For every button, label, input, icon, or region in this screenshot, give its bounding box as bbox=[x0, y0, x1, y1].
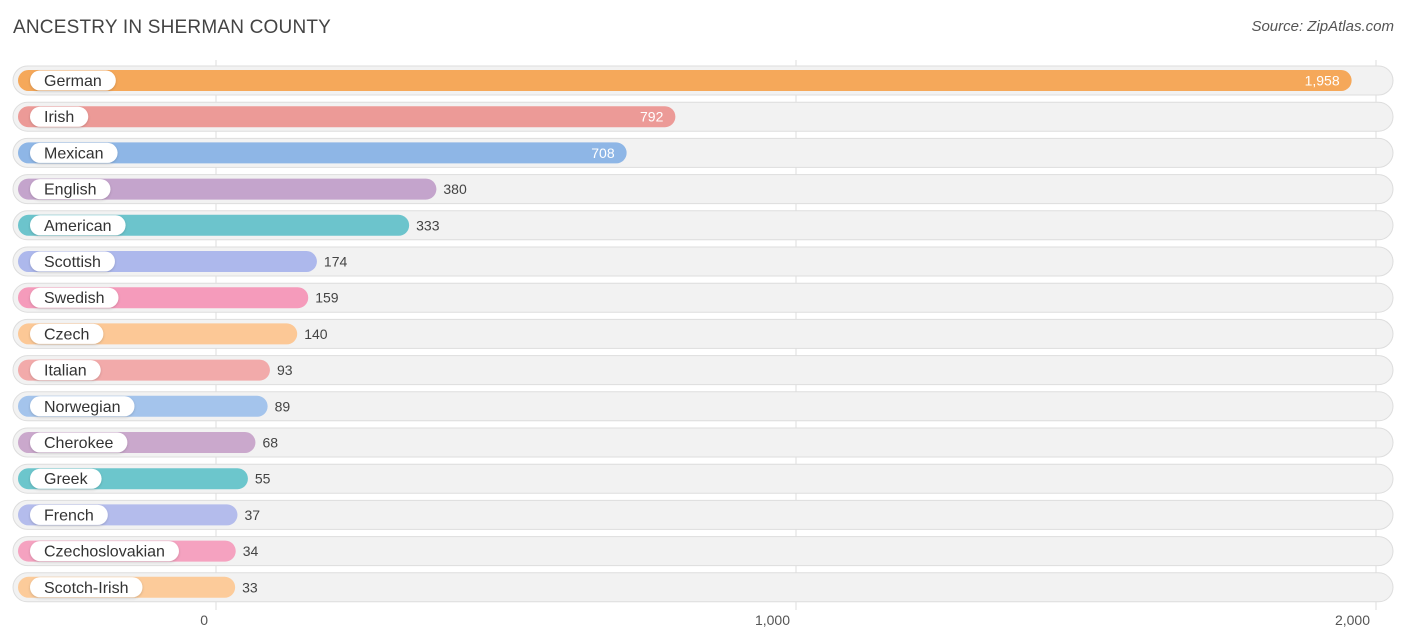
x-tick-label: 1,000 bbox=[755, 612, 790, 628]
value-label: 68 bbox=[262, 435, 278, 451]
value-label: 89 bbox=[275, 398, 291, 414]
bar-track bbox=[12, 282, 1394, 313]
bar-row: Norwegian 89 bbox=[12, 391, 1394, 422]
bar-rows: German 1,958 Irish 792 Mexican 708 English 380 A… bbox=[12, 65, 1394, 603]
bar-track bbox=[12, 318, 1394, 349]
category-label-pill bbox=[30, 215, 126, 236]
category-label-pill bbox=[30, 142, 118, 163]
category-label-pill bbox=[30, 251, 115, 272]
category-label: Greek bbox=[44, 471, 89, 488]
category-label-pill bbox=[30, 287, 119, 308]
category-label-pill bbox=[30, 504, 108, 525]
bar-row: Irish 792 bbox=[12, 101, 1394, 132]
bar-track bbox=[12, 463, 1394, 494]
category-label-pill bbox=[30, 577, 143, 598]
category-label: Swedish bbox=[44, 290, 104, 307]
value-label: 37 bbox=[244, 507, 260, 523]
bar-row: American 333 bbox=[12, 210, 1394, 241]
value-label: 1,958 bbox=[1305, 73, 1340, 89]
bar-track bbox=[12, 246, 1394, 277]
category-label: Italian bbox=[44, 363, 87, 380]
bar-row: Swedish 159 bbox=[12, 282, 1394, 313]
value-label: 792 bbox=[640, 109, 664, 125]
bar-row: Italian 93 bbox=[12, 355, 1394, 386]
value-label: 140 bbox=[304, 326, 328, 342]
category-label: Scottish bbox=[44, 254, 101, 271]
bar-row: Greek 55 bbox=[12, 463, 1394, 494]
category-label: Mexican bbox=[44, 145, 104, 162]
bar-track bbox=[12, 427, 1394, 458]
category-label: Norwegian bbox=[44, 399, 120, 416]
bar-row: Scotch-Irish 33 bbox=[12, 572, 1394, 603]
category-label-pill bbox=[30, 70, 116, 91]
bar-row: English 380 bbox=[12, 174, 1394, 205]
category-label-pill bbox=[30, 432, 128, 453]
category-label-pill bbox=[30, 541, 179, 562]
bar-row: Cherokee 68 bbox=[12, 427, 1394, 458]
category-label: French bbox=[44, 507, 94, 524]
category-label-pill bbox=[30, 323, 104, 344]
category-label: Czechoslovakian bbox=[44, 544, 165, 561]
bar bbox=[18, 106, 676, 128]
value-label: 708 bbox=[591, 145, 615, 161]
bar-track bbox=[12, 391, 1394, 422]
bar-row: Mexican 708 bbox=[12, 137, 1394, 168]
bar bbox=[18, 70, 1352, 91]
bar-row: Czech 140 bbox=[12, 318, 1394, 349]
value-label: 380 bbox=[443, 181, 467, 197]
category-label: English bbox=[44, 182, 96, 199]
category-label: American bbox=[44, 218, 112, 235]
source-credit: Source: ZipAtlas.com bbox=[1251, 18, 1394, 35]
value-label: 93 bbox=[277, 362, 293, 378]
category-label-pill bbox=[30, 360, 101, 381]
chart-title: ANCESTRY IN SHERMAN COUNTY bbox=[13, 17, 332, 38]
category-label-pill bbox=[30, 106, 89, 127]
bar-track bbox=[12, 355, 1394, 386]
category-label-pill bbox=[30, 179, 111, 200]
x-axis: 0 1,000 2,000 bbox=[200, 612, 1370, 628]
category-label: Scotch-Irish bbox=[44, 580, 128, 597]
bar-row: French 37 bbox=[12, 499, 1394, 530]
category-label: Irish bbox=[44, 109, 74, 126]
bar-track bbox=[12, 499, 1394, 530]
value-label: 159 bbox=[315, 290, 339, 306]
bar-row: German 1,958 bbox=[12, 65, 1394, 96]
value-label: 55 bbox=[255, 471, 271, 487]
x-tick-label: 0 bbox=[200, 612, 208, 628]
category-label: Cherokee bbox=[44, 435, 113, 452]
value-label: 34 bbox=[243, 543, 259, 559]
bar-track bbox=[12, 572, 1394, 603]
bar-row: Czechoslovakian 34 bbox=[12, 536, 1394, 567]
bar-row: Scottish 174 bbox=[12, 246, 1394, 277]
category-label: Czech bbox=[44, 326, 89, 343]
bar-track bbox=[12, 536, 1394, 567]
value-label: 333 bbox=[416, 217, 440, 233]
value-label: 174 bbox=[324, 254, 348, 270]
x-tick-label: 2,000 bbox=[1335, 612, 1370, 628]
category-label: German bbox=[44, 73, 102, 90]
category-label-pill bbox=[30, 468, 102, 489]
bar bbox=[18, 142, 627, 164]
category-label-pill bbox=[30, 396, 135, 417]
value-label: 33 bbox=[242, 579, 258, 595]
bar bbox=[18, 178, 437, 200]
